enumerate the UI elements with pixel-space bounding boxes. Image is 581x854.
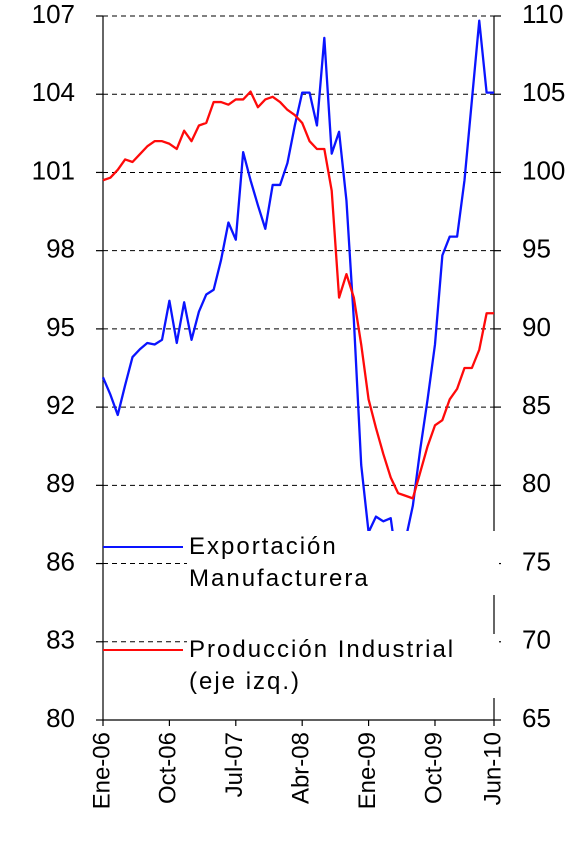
y-tick-label: 80 bbox=[46, 703, 75, 733]
legend-swatch bbox=[103, 649, 183, 651]
x-tick-label: Jul-07 bbox=[221, 732, 248, 797]
x-tick-label: Oct-09 bbox=[420, 732, 447, 804]
y2-tick-label: 100 bbox=[522, 155, 565, 185]
x-tick-label: Abr-08 bbox=[288, 732, 315, 804]
legend-label: Exportación Manufacturera bbox=[187, 531, 499, 595]
y-tick-label: 83 bbox=[46, 625, 75, 655]
y2-tick-label: 90 bbox=[522, 312, 551, 342]
x-tick-label: Oct-06 bbox=[155, 732, 182, 804]
series-line bbox=[101, 19, 494, 573]
series-line bbox=[102, 90, 494, 500]
legend-swatch bbox=[103, 546, 183, 548]
y-tick-label: 98 bbox=[46, 234, 75, 264]
y2-tick-label: 80 bbox=[522, 468, 551, 498]
y2-tick-label: 65 bbox=[522, 703, 551, 733]
x-tick-label: Ene-06 bbox=[88, 732, 115, 809]
x-tick-label: Ene-09 bbox=[354, 732, 381, 809]
y2-tick-label: 95 bbox=[522, 234, 551, 264]
y-tick-label: 89 bbox=[46, 468, 75, 498]
y2-tick-label: 70 bbox=[522, 625, 551, 655]
y2-tick-label: 85 bbox=[522, 390, 551, 420]
y-tick-label: 92 bbox=[46, 390, 75, 420]
y-tick-label: 104 bbox=[32, 77, 75, 107]
y-tick-label: 86 bbox=[46, 546, 75, 576]
y2-tick-label: 105 bbox=[522, 77, 565, 107]
y2-tick-label: 75 bbox=[522, 546, 551, 576]
y-tick-label: 101 bbox=[32, 155, 75, 185]
legend-label: Producción Industrial (eje izq.) bbox=[187, 634, 499, 698]
y2-tick-label: 110 bbox=[522, 0, 563, 29]
y-tick-label: 107 bbox=[32, 0, 75, 29]
x-tick-label: Jun-10 bbox=[479, 732, 506, 805]
y-tick-label: 95 bbox=[46, 312, 75, 342]
